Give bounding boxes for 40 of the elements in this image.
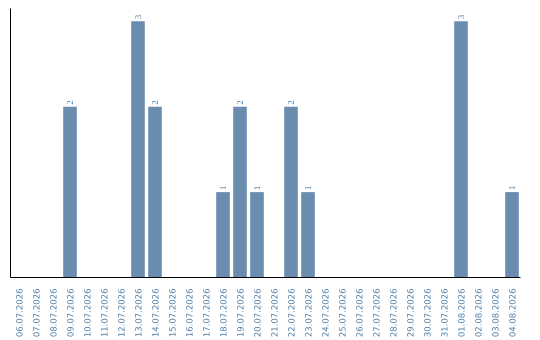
x-tick-label: 04.08.2026 bbox=[508, 288, 518, 338]
x-tick-label: 29.07.2026 bbox=[406, 288, 416, 338]
x-tick-label: 16.07.2026 bbox=[186, 288, 196, 338]
x-tick-label: 26.07.2026 bbox=[356, 288, 366, 338]
x-tick-label: 28.07.2026 bbox=[390, 288, 400, 338]
data-label: 2 bbox=[65, 100, 75, 105]
x-tick-label: 20.07.2026 bbox=[254, 288, 264, 338]
data-label: 1 bbox=[252, 186, 262, 190]
x-tick-label: 01.08.2026 bbox=[458, 288, 468, 338]
x-tick-label: 24.07.2026 bbox=[322, 288, 332, 338]
data-label: 1 bbox=[218, 186, 228, 190]
x-tick-label: 18.07.2026 bbox=[220, 288, 230, 338]
x-tick-label: 31.07.2026 bbox=[440, 288, 450, 338]
x-tick-label: 23.07.2026 bbox=[304, 288, 314, 338]
data-label: 3 bbox=[133, 14, 143, 20]
x-tick-label: 14.07.2026 bbox=[152, 288, 162, 338]
data-label: 1 bbox=[507, 186, 517, 190]
x-tick-label: 10.07.2026 bbox=[84, 288, 94, 338]
data-label: 1 bbox=[303, 186, 313, 190]
x-tick-label: 13.07.2026 bbox=[134, 288, 144, 338]
x-tick-label: 08.07.2026 bbox=[50, 288, 60, 338]
x-tick-label: 11.07.2026 bbox=[100, 288, 110, 338]
x-tick-label: 25.07.2026 bbox=[338, 288, 348, 338]
data-label: 2 bbox=[150, 100, 160, 105]
x-tick-label: 07.07.2026 bbox=[32, 288, 42, 338]
x-tick-label: 30.07.2026 bbox=[424, 288, 434, 338]
x-tick-label: 02.08.2026 bbox=[474, 288, 484, 338]
x-tick-label: 22.07.2026 bbox=[288, 288, 298, 338]
x-tick-label: 27.07.2026 bbox=[372, 288, 382, 338]
x-tick-label: 15.07.2026 bbox=[168, 288, 178, 338]
x-tick-label: 12.07.2026 bbox=[118, 288, 128, 338]
x-tick-label: 03.08.2026 bbox=[492, 288, 502, 338]
x-tick-label: 19.07.2026 bbox=[236, 288, 246, 338]
data-label: 3 bbox=[456, 14, 466, 20]
x-tick-label: 21.07.2026 bbox=[270, 288, 280, 338]
data-label: 2 bbox=[235, 100, 245, 105]
x-tick-label: 17.07.2026 bbox=[202, 288, 212, 338]
data-label: 2 bbox=[286, 100, 296, 105]
x-tick-label: 09.07.2026 bbox=[66, 288, 76, 338]
x-tick-label: 06.07.2026 bbox=[16, 288, 26, 338]
